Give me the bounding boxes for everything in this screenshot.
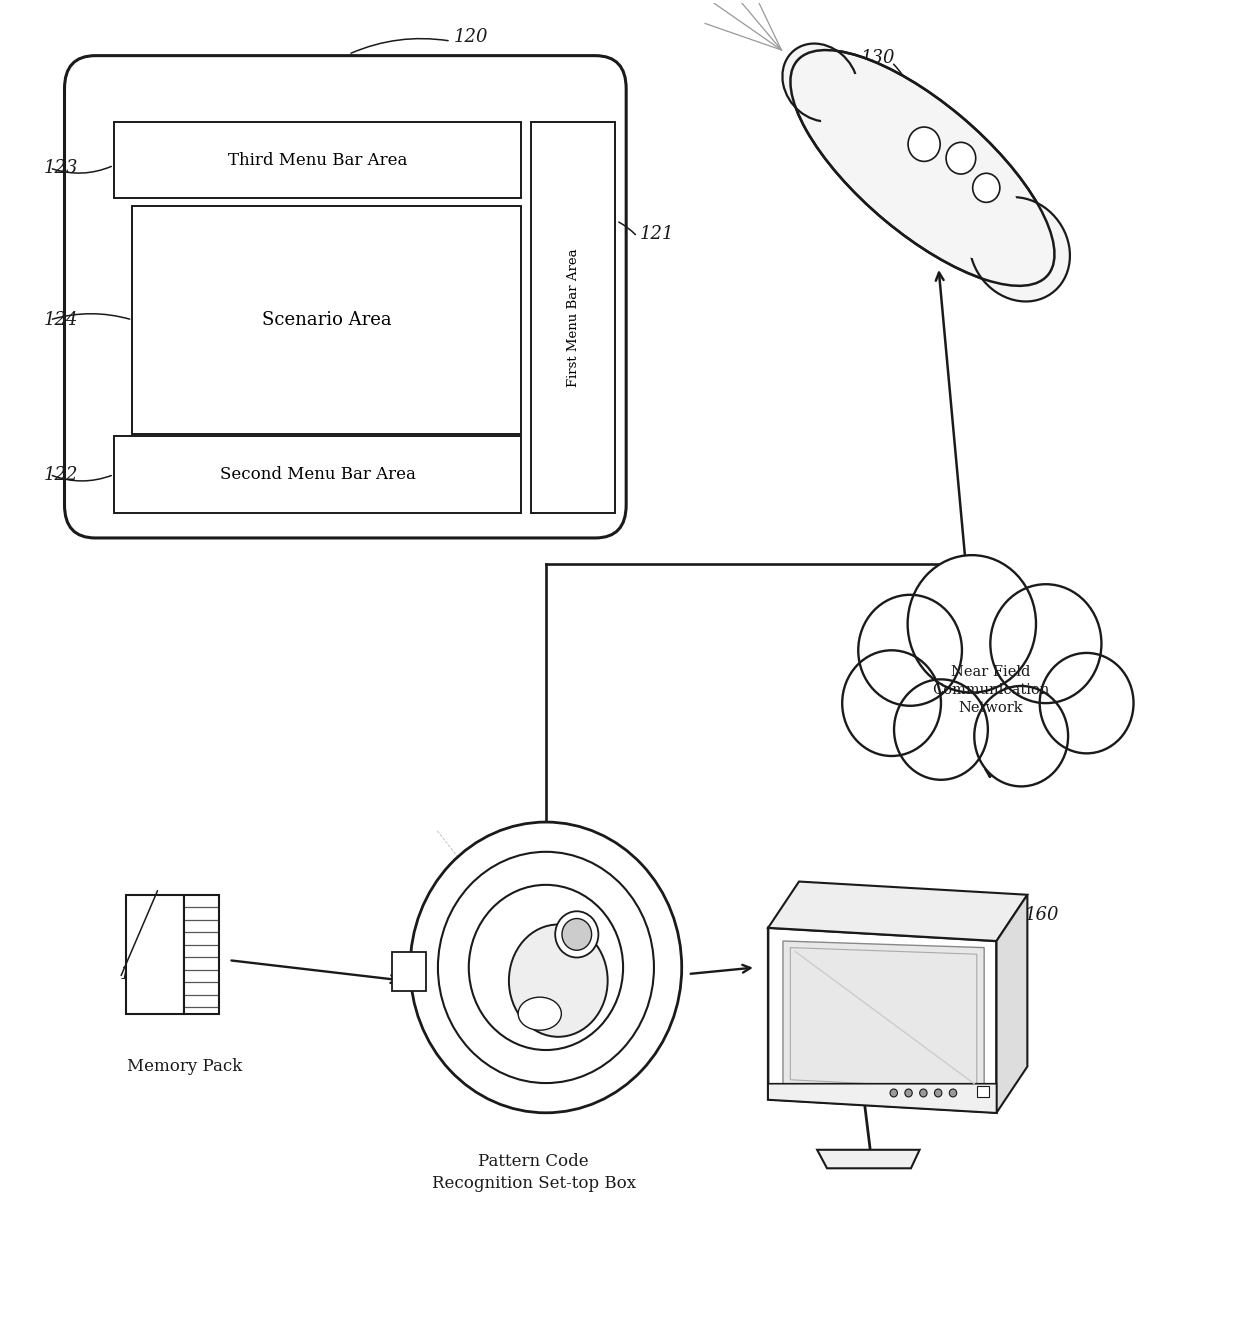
Text: Scenario Area: Scenario Area — [262, 311, 392, 329]
Circle shape — [975, 686, 1068, 787]
Ellipse shape — [556, 912, 599, 958]
Circle shape — [908, 127, 940, 162]
FancyBboxPatch shape — [64, 56, 626, 537]
Bar — [114, 122, 521, 198]
Text: 124: 124 — [43, 311, 78, 329]
Ellipse shape — [438, 852, 653, 1083]
Ellipse shape — [790, 50, 1054, 285]
Bar — [392, 951, 427, 991]
Circle shape — [894, 679, 988, 780]
Text: 160: 160 — [1025, 905, 1059, 924]
Circle shape — [562, 918, 591, 950]
Circle shape — [935, 1089, 942, 1097]
Circle shape — [991, 584, 1101, 703]
Ellipse shape — [518, 997, 562, 1030]
Circle shape — [842, 650, 941, 756]
Text: First Menu Bar Area: First Menu Bar Area — [567, 248, 579, 386]
Bar — [133, 206, 521, 434]
Circle shape — [1039, 653, 1133, 754]
Bar — [977, 1087, 990, 1097]
Text: Near Field
Communication
Network: Near Field Communication Network — [931, 665, 1049, 715]
Text: 153: 153 — [626, 938, 661, 957]
Circle shape — [905, 1089, 913, 1097]
Text: 152: 152 — [423, 961, 458, 979]
Text: 130: 130 — [861, 49, 895, 68]
Text: 123: 123 — [43, 159, 78, 176]
Ellipse shape — [942, 175, 1019, 259]
Bar — [126, 894, 184, 1014]
Text: Second Menu Bar Area: Second Menu Bar Area — [219, 466, 415, 483]
Text: Pattern Code
Recognition Set-top Box: Pattern Code Recognition Set-top Box — [432, 1153, 636, 1192]
Bar — [114, 437, 521, 512]
Circle shape — [920, 1089, 928, 1097]
Polygon shape — [768, 1084, 997, 1113]
Ellipse shape — [469, 885, 622, 1050]
Text: 120: 120 — [454, 28, 487, 46]
Polygon shape — [768, 881, 1028, 941]
Polygon shape — [997, 894, 1028, 1113]
Circle shape — [946, 142, 976, 174]
Text: Third Menu Bar Area: Third Menu Bar Area — [228, 151, 407, 169]
Ellipse shape — [821, 73, 898, 157]
Circle shape — [913, 610, 1048, 756]
Ellipse shape — [508, 925, 608, 1036]
Bar — [531, 122, 615, 512]
Polygon shape — [817, 1149, 920, 1168]
Text: 140: 140 — [944, 572, 978, 591]
Text: 122: 122 — [43, 466, 78, 483]
Polygon shape — [790, 947, 977, 1089]
Text: 121: 121 — [640, 226, 675, 243]
Circle shape — [972, 174, 999, 202]
Polygon shape — [768, 928, 997, 1113]
Circle shape — [890, 1089, 898, 1097]
Circle shape — [950, 1089, 957, 1097]
Text: Memory Pack: Memory Pack — [128, 1058, 243, 1075]
Circle shape — [908, 555, 1035, 693]
Bar — [184, 894, 218, 1014]
Text: 151: 151 — [120, 965, 155, 983]
Ellipse shape — [782, 44, 858, 122]
Ellipse shape — [410, 821, 682, 1113]
Circle shape — [858, 594, 962, 706]
Polygon shape — [782, 941, 985, 1096]
Text: 150: 150 — [539, 860, 574, 877]
Ellipse shape — [970, 198, 1070, 301]
